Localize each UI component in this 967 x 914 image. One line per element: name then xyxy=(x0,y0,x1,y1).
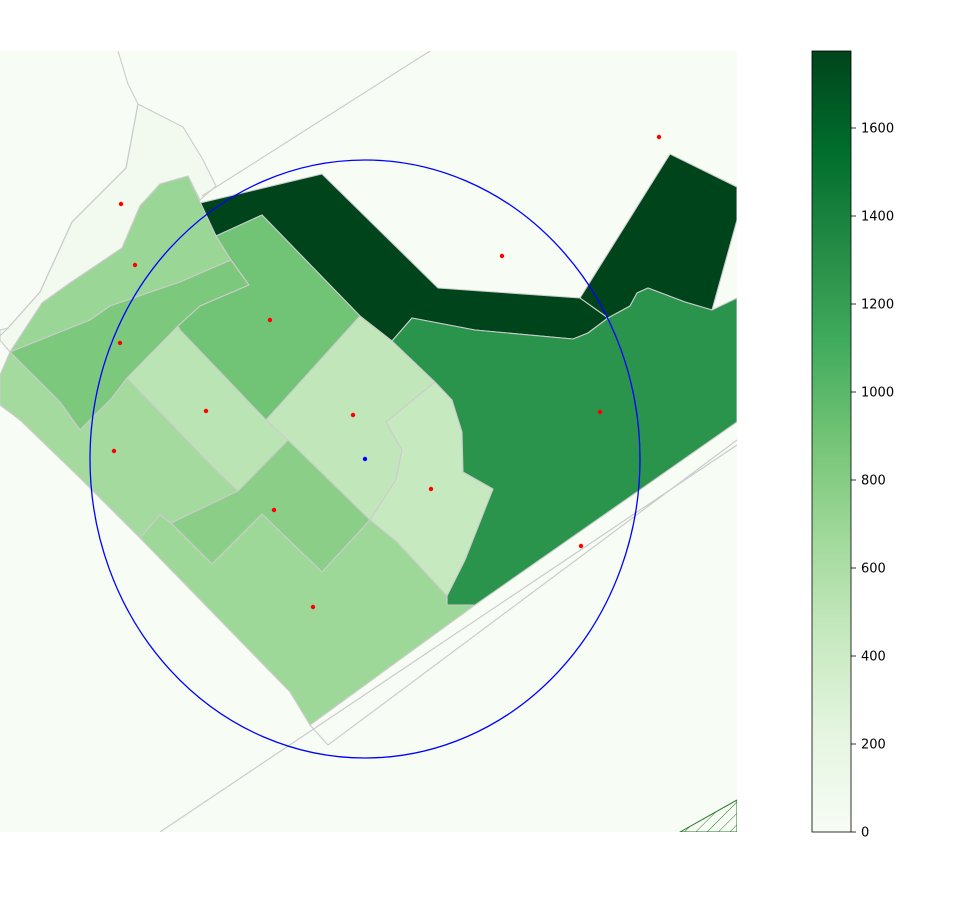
map-panel xyxy=(0,51,737,832)
region-centroids xyxy=(111,134,662,610)
colorbar-ticks: 0 200 400 600 800 1000 1200 1400 1600 xyxy=(851,122,894,841)
road-line-south xyxy=(159,444,737,832)
colorbar-gradient xyxy=(811,50,852,833)
road-line-south-inner xyxy=(309,439,737,746)
colorbar-tick-label: 400 xyxy=(861,650,886,665)
centroid-point xyxy=(597,409,603,415)
colorbar: 0 200 400 600 800 1000 1200 1400 1600 xyxy=(811,50,894,841)
region-r-south xyxy=(139,513,476,726)
road-line-nw xyxy=(0,103,139,337)
centroid-point xyxy=(111,448,117,454)
region-r-east-large xyxy=(391,287,737,606)
center-point xyxy=(362,456,368,462)
centroid-point xyxy=(203,408,209,414)
colorbar-tick-label: 0 xyxy=(861,826,869,841)
colorbar-tick-label: 1600 xyxy=(861,122,894,137)
centroid-point xyxy=(117,340,123,346)
centroid-point xyxy=(271,507,277,513)
centroid-point xyxy=(310,604,316,610)
centroid-point xyxy=(428,486,434,492)
centroid-point xyxy=(578,543,584,549)
centroid-point xyxy=(118,201,124,207)
road-outlines xyxy=(0,51,737,832)
colorbar-tick-label: 800 xyxy=(861,474,886,489)
centroid-point xyxy=(499,253,505,259)
colorbar-tick-label: 1200 xyxy=(861,298,894,313)
centroid-point xyxy=(267,317,273,323)
colorbar-tick-label: 1000 xyxy=(861,386,894,401)
hatched-area xyxy=(678,799,737,832)
colorbar-tick-label: 600 xyxy=(861,562,886,577)
centroid-point xyxy=(132,262,138,268)
colorbar-tick-label: 1400 xyxy=(861,210,894,225)
colorbar-tick-label: 200 xyxy=(861,738,886,753)
centroid-point xyxy=(656,134,662,140)
centroid-point xyxy=(350,412,356,418)
road-line-north xyxy=(201,51,431,197)
search-radius-circle xyxy=(89,159,641,759)
